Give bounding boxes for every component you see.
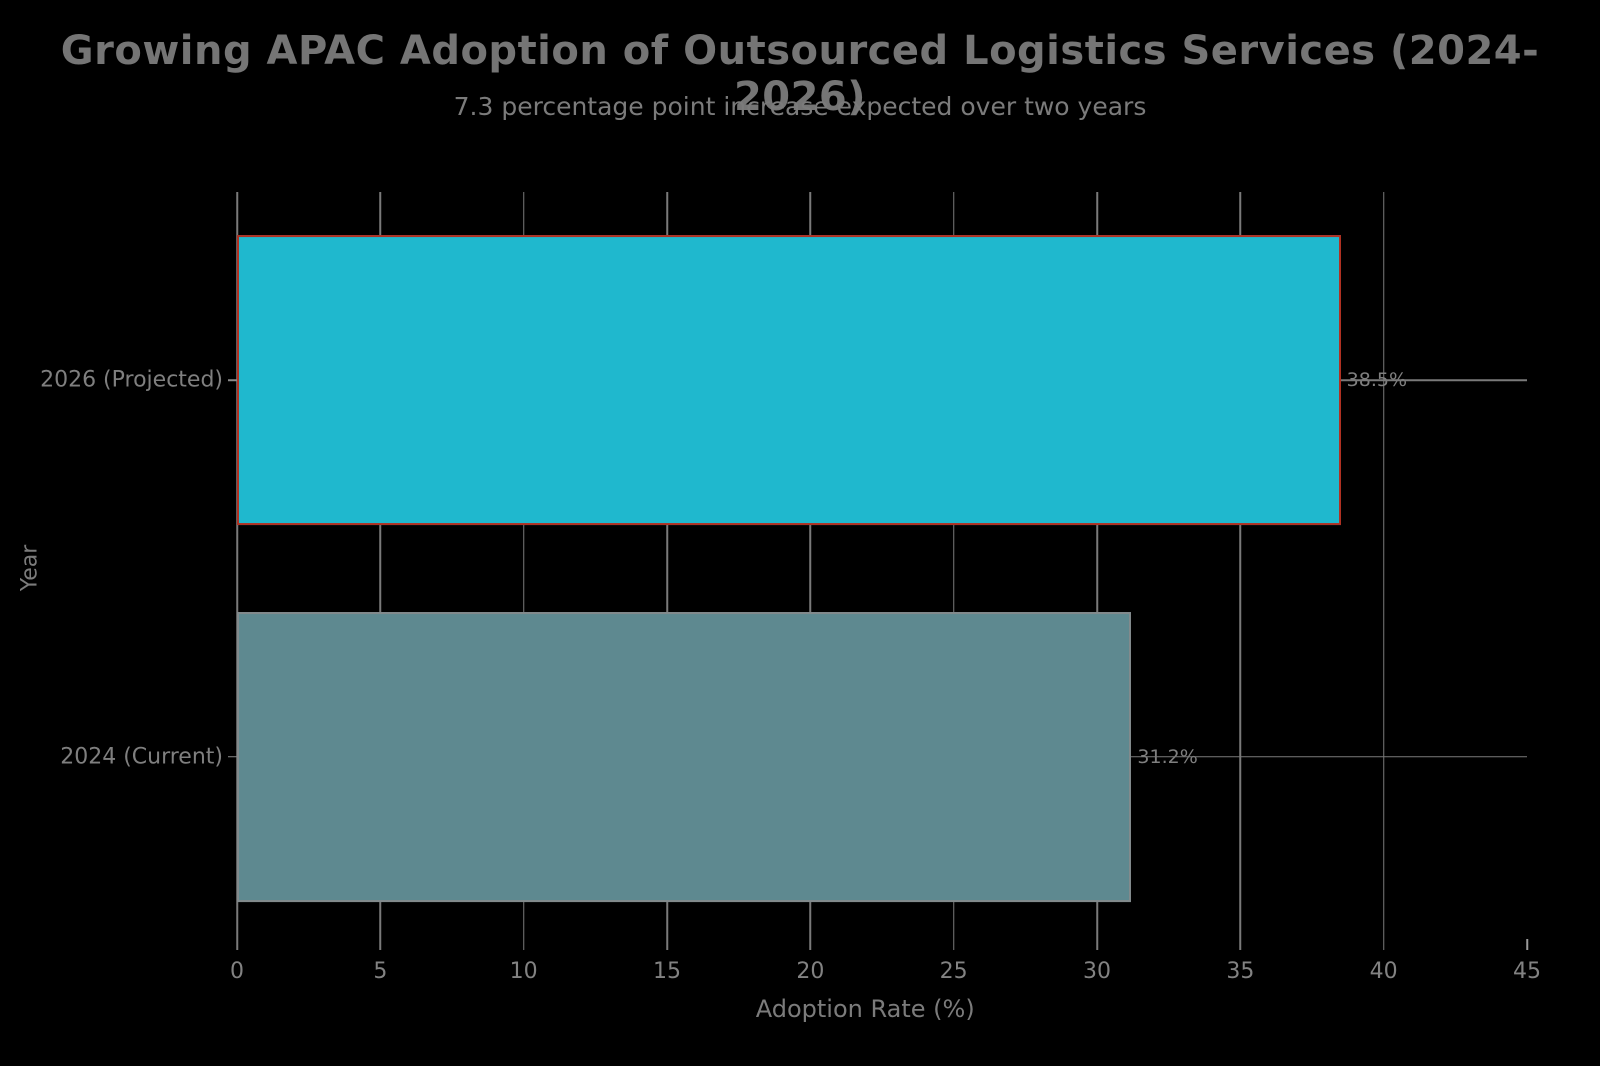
x-tick-label-10: 10 (509, 959, 538, 984)
x-tick-label-30: 30 (1083, 959, 1111, 984)
bar-2024-current (237, 611, 1132, 902)
gridline-vertical-20 (809, 192, 812, 950)
x-tick-label-20: 20 (796, 959, 825, 984)
gridline-vertical-15 (666, 192, 668, 950)
gridline-vertical-35 (1239, 192, 1242, 950)
category-tick-1 (228, 756, 237, 758)
plot-area: Adoption Rate (%) 0 5 10 15 20 25 30 35 40 45 38.5… (40, 192, 1541, 1023)
x-tick-mark-45 (1526, 939, 1528, 950)
x-tick-label-15: 15 (653, 959, 681, 984)
gridline-vertical-25 (952, 192, 955, 950)
chart-subtitle: 7.3 percentage point increase expected o… (453, 92, 1147, 121)
chart-title: Growing APAC Adoption of Outsourced Logi… (60, 28, 1540, 120)
category-tick-0 (228, 379, 237, 381)
gridline-vertical-0 (236, 192, 238, 950)
x-tick-label-45: 45 (1513, 959, 1541, 984)
x-axis-label: Adoption Rate (%) (755, 995, 975, 1023)
x-tick-label-40: 40 (1369, 959, 1398, 984)
x-tick-label-25: 25 (939, 959, 968, 984)
gridline-vertical-30 (1096, 192, 1098, 950)
x-tick-label-5: 5 (373, 959, 388, 984)
gridline-vertical-5 (379, 192, 382, 950)
category-label-1: 2024 (Current) (60, 744, 223, 770)
x-tick-label-0: 0 (230, 959, 244, 984)
bar-2026-projected (237, 235, 1341, 526)
gridline-vertical-40 (1382, 192, 1385, 950)
category-label-0: 2026 (Projected) (40, 367, 223, 393)
y-axis-label: Year (17, 544, 43, 592)
gridline-vertical-10 (522, 192, 525, 950)
x-tick-label-35: 35 (1226, 959, 1255, 984)
